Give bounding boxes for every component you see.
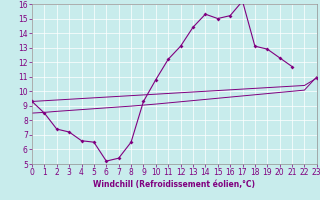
X-axis label: Windchill (Refroidissement éolien,°C): Windchill (Refroidissement éolien,°C)	[93, 180, 255, 189]
